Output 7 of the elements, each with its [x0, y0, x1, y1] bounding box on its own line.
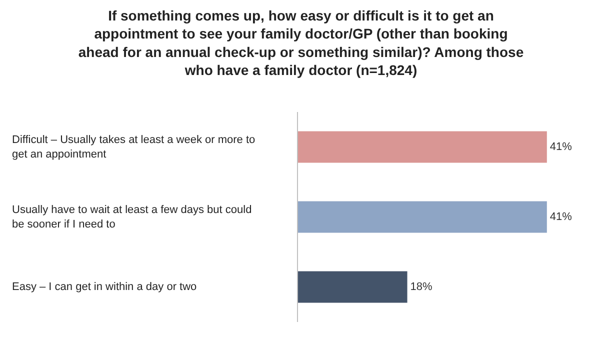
- y-tick-label: Easy – I can get in within a day or two: [12, 281, 197, 293]
- y-tick-label: Difficult – Usually takes at least a week or more to get an appointment: [12, 134, 256, 160]
- chart-title: If something comes up, how easy or difficult is it to get an appointment to see your family doctor/GP (other than booking ahead for an annual check-up or something similar)? Among those who have a family doctor (n=1,824): [78, 8, 524, 78]
- data-label: 41%: [550, 141, 572, 153]
- data-label: 41%: [550, 211, 572, 223]
- y-tick-label: Usually have to wait at least a few days but could be sooner if I need to: [12, 204, 252, 230]
- data-label: 18%: [410, 281, 433, 293]
